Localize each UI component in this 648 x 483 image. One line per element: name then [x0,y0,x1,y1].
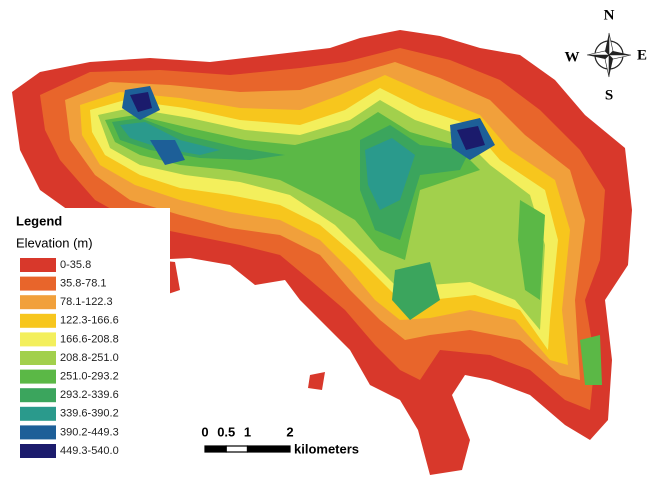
scale-segment [226,446,247,452]
legend-items: 0-35.8 35.8-78.1 78.1-122.3 122.3-166.6 166.… [20,258,119,458]
scale-tick-label: 0 [201,424,208,439]
legend-label: 390.2-449.3 [60,426,119,438]
legend-swatch [20,425,56,439]
scale-segment [248,446,291,452]
compass: N E S W [565,7,648,103]
legend-swatch [20,370,56,384]
legend-swatch [20,277,56,291]
legend-title: Legend [16,213,62,228]
compass-star-light [587,33,631,77]
compass-west: W [565,49,580,65]
legend-label: 122.3-166.6 [60,315,119,327]
terrain-zone [308,372,325,390]
scale-tick-label: 2 [286,424,293,439]
legend-swatch [20,444,56,458]
legend-swatch [20,407,56,421]
legend-swatch [20,314,56,328]
map: Legend Elevation (m) 0-35.8 35.8-78.1 78.1… [0,0,648,483]
legend-label: 78.1-122.3 [60,296,113,308]
legend-subtitle: Elevation (m) [16,235,93,250]
scale-unit: kilometers [294,441,359,456]
legend-label: 449.3-540.0 [60,445,119,457]
legend-swatch [20,388,56,402]
scale-tick-label: 1 [244,424,251,439]
legend-swatch [20,258,56,272]
legend-swatch [20,351,56,365]
legend-label: 208.8-251.0 [60,352,119,364]
legend-label: 0-35.8 [60,259,91,271]
legend-label: 293.2-339.6 [60,389,119,401]
scale-tick-label: 0.5 [217,424,235,439]
legend-label: 35.8-78.1 [60,278,106,290]
legend-label: 251.0-293.2 [60,371,119,383]
legend-label: 339.6-390.2 [60,408,119,420]
legend-swatch [20,295,56,309]
scale-segment [205,446,226,452]
legend-label: 166.6-208.8 [60,333,119,345]
compass-south: S [605,87,613,103]
compass-east: E [637,47,647,63]
legend-swatch [20,332,56,346]
compass-north: N [604,7,615,23]
